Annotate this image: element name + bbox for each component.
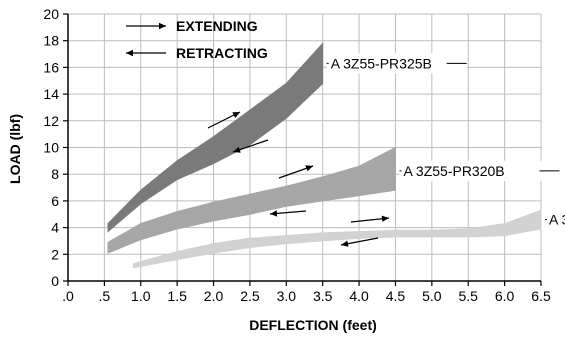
x-tick-label: 1.5 xyxy=(167,288,187,304)
y-tick-label: 6 xyxy=(51,193,59,209)
x-axis-label: DEFLECTION (feet) xyxy=(249,317,377,333)
legend-extending-arrow-head xyxy=(159,22,166,30)
x-tick-label: .0 xyxy=(62,288,74,304)
series-label: A 3Z55-PR325B xyxy=(331,55,432,71)
series-band xyxy=(133,209,542,269)
x-tick-label: 5.0 xyxy=(422,288,442,304)
y-axis-label: LOAD (lbf) xyxy=(7,114,23,184)
retracting-arrow-head xyxy=(341,240,349,247)
x-tick-label: 4.0 xyxy=(349,288,369,304)
x-tick-label: 3.5 xyxy=(313,288,333,304)
y-tick-label: 0 xyxy=(51,273,59,289)
y-tick-label: 20 xyxy=(43,6,59,22)
direction-arrows xyxy=(126,22,390,247)
extending-arrow-head xyxy=(381,215,389,222)
x-tick-label: 5.5 xyxy=(458,288,478,304)
x-tick-label: 2.0 xyxy=(204,288,224,304)
x-tick-label: 2.5 xyxy=(240,288,260,304)
y-tick-label: 18 xyxy=(43,33,59,49)
legend-label: RETRACTING xyxy=(176,45,268,61)
axes xyxy=(67,14,541,282)
extending-arrow-head xyxy=(232,112,240,118)
extending-arrow-head xyxy=(305,165,313,172)
x-tick-label: 4.5 xyxy=(386,288,406,304)
y-tick-label: 4 xyxy=(51,220,59,236)
y-tick-labels: 0 2 4 6 8 10 12 14 16 18 20 xyxy=(43,6,59,289)
y-tick-label: 2 xyxy=(51,246,59,262)
x-tick-label: .5 xyxy=(99,288,111,304)
legend-label: EXTENDING xyxy=(176,18,258,34)
series-label-knockout xyxy=(401,160,540,181)
series-label-knockout xyxy=(328,53,447,74)
x-tick-label: 1.0 xyxy=(131,288,151,304)
series-bands xyxy=(107,42,542,269)
y-tick-label: 16 xyxy=(43,59,59,75)
y-tick-label: 14 xyxy=(43,86,59,102)
retracting-arrow-head xyxy=(233,146,241,153)
series-band xyxy=(107,146,396,254)
retracting-arrow-head xyxy=(270,210,278,217)
series-band xyxy=(107,42,324,233)
series-labels: A 3Z55-PR325B A 3Z55-PR320B A 3Z55-PR315B xyxy=(326,53,565,230)
y-tick-label: 8 xyxy=(51,166,59,182)
x-tick-label: 3.0 xyxy=(277,288,297,304)
x-tick-label: 6.5 xyxy=(531,288,551,304)
series-label-knockout xyxy=(547,209,565,230)
x-tick-label: 6.0 xyxy=(495,288,515,304)
y-tick-label: 12 xyxy=(43,113,59,129)
series-label: A 3Z55-PR320B xyxy=(403,163,504,179)
y-tick-label: 10 xyxy=(43,140,59,156)
legend: EXTENDING RETRACTING xyxy=(176,18,268,61)
legend-retracting-arrow-head xyxy=(126,49,133,57)
grid xyxy=(63,13,542,286)
x-tick-labels: .0 .5 1.0 1.5 2.0 2.5 3.0 3.5 4.0 4.5 5.0 5.5 6.0 6.5 xyxy=(62,288,551,304)
series-label: A 3Z55-PR315B xyxy=(549,212,565,228)
